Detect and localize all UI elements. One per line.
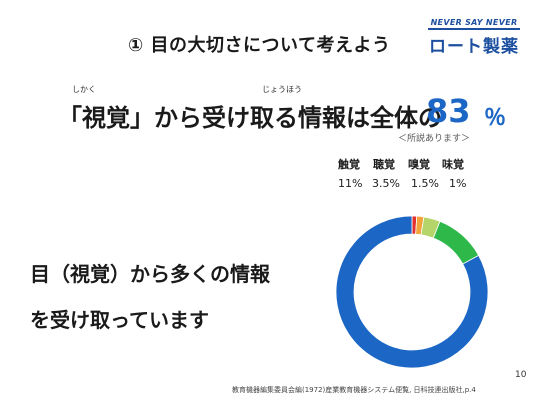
legend-label-taste: 味覚 [442, 158, 464, 171]
company-logo: NEVER SAY NEVER ロート製薬 [424, 18, 524, 57]
legend-value-taste: 1% [449, 177, 467, 190]
logo-tagline: NEVER SAY NEVER [430, 18, 518, 27]
ruby-shikaku: しかく [72, 85, 96, 94]
ruby-jouhou: じょうほう [262, 85, 302, 94]
headline-text: 「視覚」から受け取る情報は全体の [58, 104, 442, 132]
page-number: 10 [515, 370, 527, 380]
legend-label-smell: 嗅覚 [408, 158, 430, 171]
body-text-line2: を受け取っています [30, 308, 209, 332]
legend-value-touch: 11% [338, 177, 363, 190]
headline-unit: ％ [484, 106, 507, 131]
legend-label-touch: 触覚 [338, 158, 360, 171]
logo-brand: ロート製薬 [429, 37, 519, 57]
legend-value-hearing: 3.5% [372, 177, 400, 190]
donut-slice-視覚 [335, 215, 489, 369]
donut-slice-触覚 [432, 220, 480, 265]
legend-value-smell: 1.5% [411, 177, 439, 190]
page-title: ① 目の大切さについて考えよう [128, 35, 391, 56]
legend-label-hearing: 聴覚 [373, 158, 395, 171]
headline-percentage: 83 [426, 92, 471, 130]
body-text-line1: 目（視覚）から多くの情報 [30, 262, 270, 286]
senses-donut-chart [335, 215, 489, 369]
donut-center-label: 視覚 83% [364, 288, 450, 309]
disclaimer-note: ＜所説あります＞ [398, 134, 471, 144]
citation: 教育機器編集委員会編(1972)産業教育機器システム便覧, 日科技連出版社,p.… [232, 386, 476, 394]
donut-segments [335, 215, 489, 369]
logo-underline [428, 28, 520, 30]
